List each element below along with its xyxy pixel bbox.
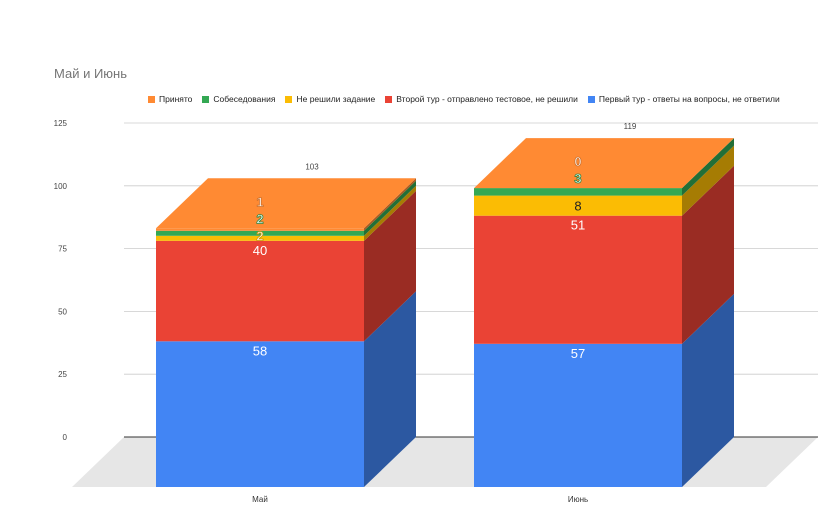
legend-swatch [202,95,210,103]
data-label: 58 [253,343,267,358]
y-tick-label: 100 [54,182,68,191]
y-tick-label: 75 [58,245,67,254]
chart-title: Май и Июнь [54,66,127,81]
bar-segment-front [474,343,682,487]
data-label: 2 [256,228,263,243]
data-label: 0 [574,154,581,169]
y-tick-label: 0 [63,433,68,442]
legend-label: Принято [159,94,193,104]
bar-segment-side [682,145,734,216]
data-label: 1 [256,194,263,209]
legend: Принято Собеседования Не решили задание Вто… [148,94,780,104]
data-label: 51 [571,218,585,233]
y-tick-label: 25 [58,370,67,379]
bar-top-face [474,138,734,189]
legend-label: Не решили задание [296,94,376,104]
bar-segment-side [682,138,734,196]
legend-swatch [587,95,595,103]
bar-top-face [156,178,416,229]
bar-segment-front [474,195,682,216]
data-label: 40 [253,243,267,258]
bar-segment-side [364,178,416,231]
data-label: 3 [574,171,581,186]
bar-segment-front [156,228,364,231]
data-label: 2 [256,211,263,226]
legend-item: Собеседования [202,94,275,104]
legend-label: Второй тур - отправлено тестовое, не реш… [396,94,578,104]
legend-swatch [385,95,393,103]
x-category-label: Май [252,495,268,504]
bar-segment-front [474,215,682,344]
y-tick-label: 125 [54,119,68,128]
bar-segment-side [364,190,416,342]
bar-segment-side [682,293,734,487]
bar-segment-front [156,341,364,487]
y-tick-label: 50 [58,307,67,316]
data-label: 8 [574,199,581,214]
legend-swatch [285,95,293,103]
legend-label: Собеседования [213,94,276,104]
legend-swatch [148,95,155,103]
bar-segment-side [364,180,416,236]
data-label: 57 [571,346,585,361]
bar-segment-front [156,235,364,241]
legend-item: Первый тур - ответы на вопросы, не ответ… [587,94,780,104]
bar-segment-front [474,188,682,196]
legend-item: Не решили задание [285,94,375,104]
total-label: 119 [624,122,637,131]
legend-item: Второй тур - отправлено тестовое, не реш… [385,94,578,104]
bar-segment-front [156,230,364,236]
total-label: 103 [305,162,319,171]
x-category-label: Июнь [568,495,588,504]
bar-segment-side [364,291,416,487]
bar-segment-side [364,185,416,241]
bar-segment-front [156,240,364,342]
legend-item: Принято [148,94,192,104]
legend-label: Первый тур - ответы на вопросы, не ответ… [598,94,780,104]
bar-segment-side [682,165,734,344]
